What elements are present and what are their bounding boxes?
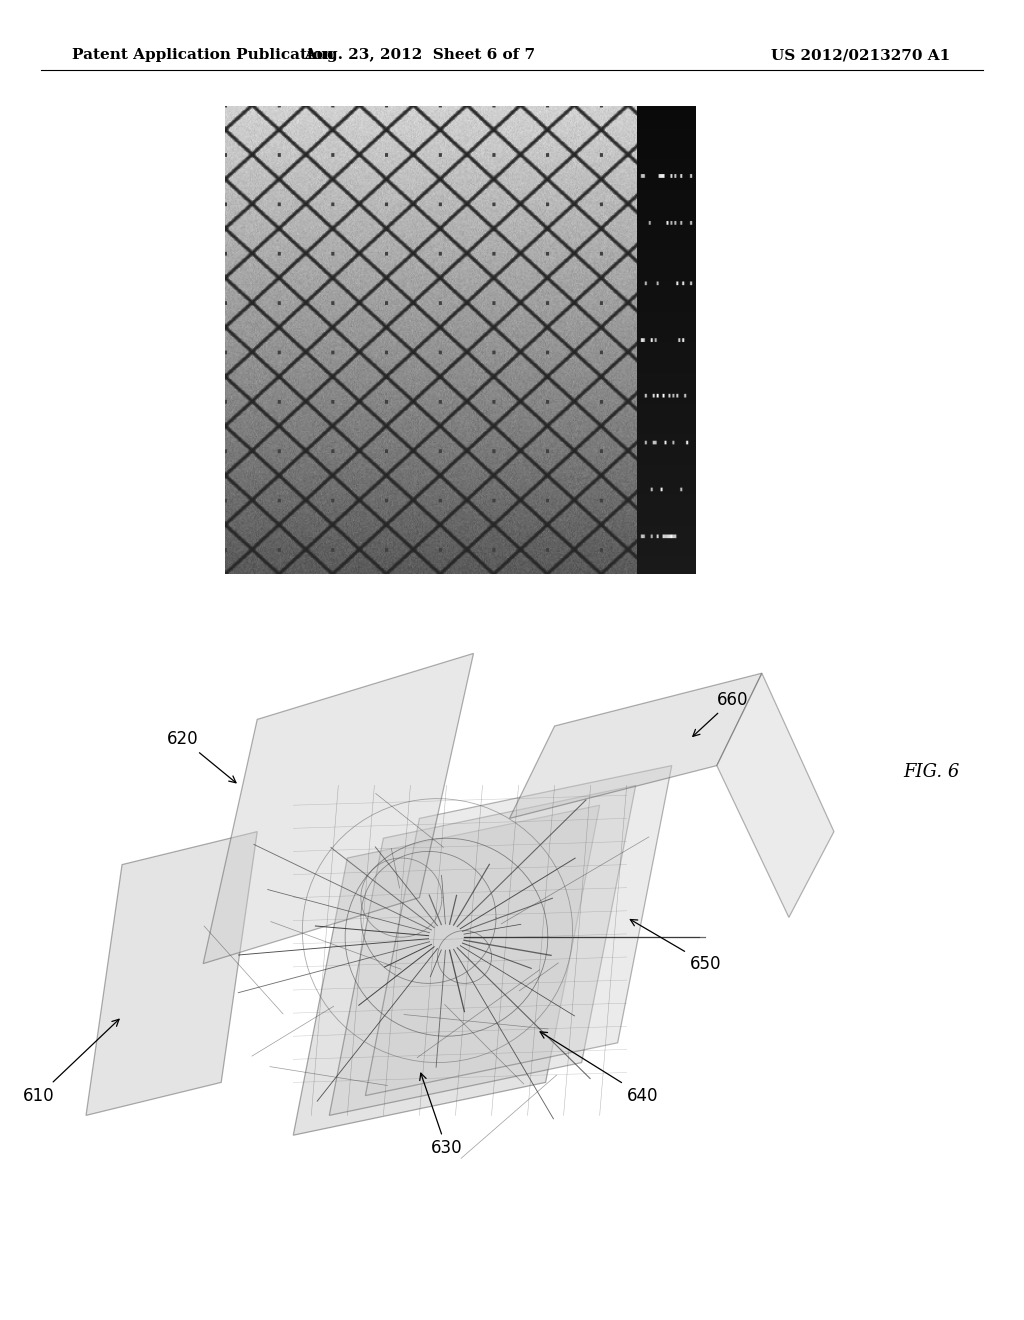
Text: 650: 650 bbox=[631, 920, 721, 973]
Text: 660: 660 bbox=[693, 690, 749, 737]
Polygon shape bbox=[86, 832, 257, 1115]
Polygon shape bbox=[203, 653, 473, 964]
Polygon shape bbox=[510, 673, 762, 818]
Polygon shape bbox=[366, 766, 672, 1096]
Polygon shape bbox=[330, 785, 636, 1115]
Text: FIG. 6: FIG. 6 bbox=[903, 763, 961, 781]
Text: 610: 610 bbox=[23, 1019, 119, 1105]
Polygon shape bbox=[293, 805, 600, 1135]
Text: Aug. 23, 2012  Sheet 6 of 7: Aug. 23, 2012 Sheet 6 of 7 bbox=[304, 49, 536, 62]
Polygon shape bbox=[717, 673, 834, 917]
Text: Patent Application Publication: Patent Application Publication bbox=[72, 49, 334, 62]
Text: 620: 620 bbox=[167, 730, 236, 783]
Text: 640: 640 bbox=[540, 1032, 658, 1105]
Text: 630: 630 bbox=[420, 1073, 462, 1158]
Text: US 2012/0213270 A1: US 2012/0213270 A1 bbox=[770, 49, 950, 62]
